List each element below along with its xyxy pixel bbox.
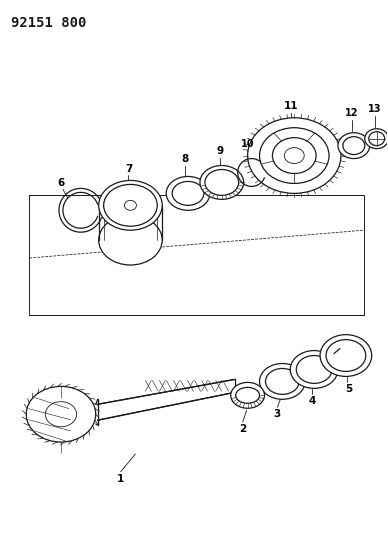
Ellipse shape <box>284 148 304 164</box>
Ellipse shape <box>369 132 385 146</box>
Ellipse shape <box>260 128 329 183</box>
Text: 6: 6 <box>57 179 64 189</box>
Ellipse shape <box>26 386 96 442</box>
Ellipse shape <box>125 200 137 211</box>
Ellipse shape <box>365 129 388 149</box>
Ellipse shape <box>260 364 305 399</box>
Ellipse shape <box>99 215 162 265</box>
Text: 5: 5 <box>345 384 353 394</box>
Text: 1: 1 <box>117 474 124 484</box>
Ellipse shape <box>205 169 239 196</box>
Ellipse shape <box>231 382 265 408</box>
Text: 9: 9 <box>216 146 223 156</box>
Text: 10: 10 <box>241 139 255 149</box>
Ellipse shape <box>166 176 210 211</box>
Text: 92151 800: 92151 800 <box>11 17 87 30</box>
Ellipse shape <box>265 368 299 394</box>
Ellipse shape <box>338 133 370 158</box>
Ellipse shape <box>320 335 372 376</box>
Ellipse shape <box>272 138 316 173</box>
Ellipse shape <box>248 118 341 193</box>
Ellipse shape <box>200 166 244 199</box>
Ellipse shape <box>99 181 162 230</box>
Ellipse shape <box>290 351 338 389</box>
Ellipse shape <box>296 356 332 383</box>
Text: 12: 12 <box>345 108 359 118</box>
Text: 11: 11 <box>284 101 298 111</box>
Polygon shape <box>98 379 235 420</box>
Ellipse shape <box>343 136 365 155</box>
Ellipse shape <box>45 402 76 427</box>
Text: 7: 7 <box>125 164 132 174</box>
Ellipse shape <box>236 387 260 403</box>
Ellipse shape <box>104 184 157 226</box>
Text: 13: 13 <box>368 104 381 114</box>
Text: 4: 4 <box>308 397 316 406</box>
Text: 3: 3 <box>274 409 281 419</box>
Text: 8: 8 <box>182 154 189 164</box>
Text: 2: 2 <box>239 424 246 434</box>
Ellipse shape <box>172 181 204 205</box>
Ellipse shape <box>326 340 366 372</box>
